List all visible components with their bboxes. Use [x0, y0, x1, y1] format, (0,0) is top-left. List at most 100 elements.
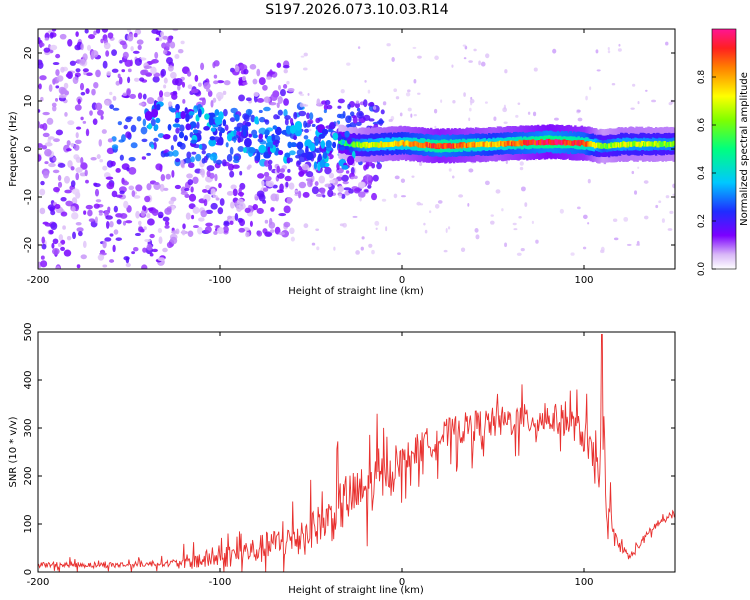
spectral-blob	[376, 162, 382, 170]
spectral-blob	[341, 174, 349, 182]
spectral-blob	[596, 69, 601, 72]
spectral-blob	[226, 191, 234, 196]
spectral-blob	[166, 241, 173, 249]
spectral-blob	[434, 125, 437, 129]
spectral-blob	[517, 102, 521, 105]
spectral-blob	[315, 228, 320, 231]
spectral-blob	[135, 210, 140, 219]
spectral-blob	[158, 236, 163, 245]
spectral-blob	[168, 200, 175, 205]
spectral-blob	[136, 39, 144, 45]
spectral-blob	[342, 222, 347, 228]
spectral-blob	[229, 146, 234, 155]
spectral-blob	[238, 227, 246, 233]
spectral-blob	[50, 210, 56, 216]
spectral-blob	[195, 153, 202, 162]
spectral-blob	[394, 175, 400, 180]
spectral-blob	[142, 205, 147, 212]
spectral-blob	[60, 211, 68, 217]
spectral-blob	[410, 113, 413, 118]
spectral-blob	[89, 110, 93, 116]
spectral-blob	[245, 97, 252, 102]
spectral-blob	[256, 98, 265, 103]
spectral-blob	[452, 99, 456, 104]
spectral-blob	[413, 78, 417, 84]
spectral-blob	[132, 246, 139, 252]
spectral-blob	[368, 243, 373, 248]
spectral-blob	[92, 118, 98, 125]
spectral-blob	[308, 128, 312, 132]
spectral-blob	[326, 104, 333, 110]
spectral-blob	[207, 189, 212, 194]
spectral-blob	[582, 246, 587, 250]
spectral-blob	[277, 96, 283, 104]
spectral-blob	[276, 165, 281, 174]
spectral-blob	[520, 186, 526, 192]
spectral-blob	[42, 123, 48, 131]
spectral-blob	[256, 207, 264, 215]
spectral-blob	[175, 103, 180, 111]
spectral-blob	[157, 257, 165, 262]
spectral-blob	[232, 164, 240, 169]
spectral-blob	[613, 237, 619, 241]
spectral-blob	[531, 220, 534, 225]
spectral-blob	[253, 91, 259, 97]
spectral-blob	[463, 57, 467, 60]
spectral-blob	[151, 29, 159, 34]
spectral-blob	[212, 97, 217, 103]
spectral-blob	[129, 59, 133, 67]
spectral-blob	[48, 84, 53, 92]
spectral-blob	[273, 114, 279, 120]
spectral-blob	[131, 190, 136, 198]
spectral-blob	[315, 193, 324, 198]
spectral-blob	[256, 68, 261, 77]
spectral-blob	[203, 126, 210, 131]
spectral-blob	[133, 33, 138, 38]
chart-title: S197.2026.073.10.03.R14	[265, 2, 448, 18]
spectral-blob	[284, 115, 291, 120]
spectral-blob	[303, 120, 308, 128]
spectral-blob	[485, 53, 490, 59]
spectral-blob	[93, 30, 97, 36]
spectral-blob	[165, 41, 170, 50]
spectral-blob	[434, 55, 439, 61]
spectral-blob	[107, 206, 111, 213]
spectral-blob	[283, 109, 288, 117]
spectral-blob	[346, 62, 351, 66]
spectral-blob	[277, 109, 283, 116]
spectral-blob	[238, 94, 246, 102]
spectral-blob	[254, 116, 259, 125]
spectral-blob	[111, 190, 118, 198]
spectral-blob	[270, 193, 278, 202]
spectral-blob	[437, 200, 443, 204]
spectral-blob	[634, 190, 638, 195]
spectral-blob	[417, 92, 421, 95]
spectral-blob	[85, 88, 90, 95]
spectral-blob	[74, 139, 82, 144]
bottom-y-tick-label: 100	[23, 514, 34, 533]
spectral-blob	[138, 226, 144, 233]
spectral-blob	[44, 222, 52, 227]
spectral-blob	[213, 230, 218, 235]
spectral-blob	[341, 164, 349, 170]
spectral-blob	[142, 93, 147, 100]
spectral-blob	[69, 60, 76, 66]
spectral-blob	[445, 228, 448, 233]
spectral-blob	[256, 230, 263, 237]
spectral-blob	[66, 148, 72, 152]
spectral-blob	[204, 226, 212, 234]
spectral-blob	[40, 260, 48, 268]
spectral-blob	[271, 133, 276, 142]
spectral-blob	[515, 114, 519, 118]
spectral-blob	[60, 196, 67, 202]
spectral-blob	[307, 166, 310, 172]
spectral-blob	[75, 68, 81, 73]
spectral-blob	[122, 181, 129, 186]
spectral-blob	[154, 51, 159, 59]
spectral-blob	[361, 236, 365, 240]
spectral-blob	[336, 133, 342, 142]
spectral-blob	[146, 152, 151, 156]
spectral-blob	[423, 222, 426, 226]
spectral-blob	[268, 163, 273, 171]
